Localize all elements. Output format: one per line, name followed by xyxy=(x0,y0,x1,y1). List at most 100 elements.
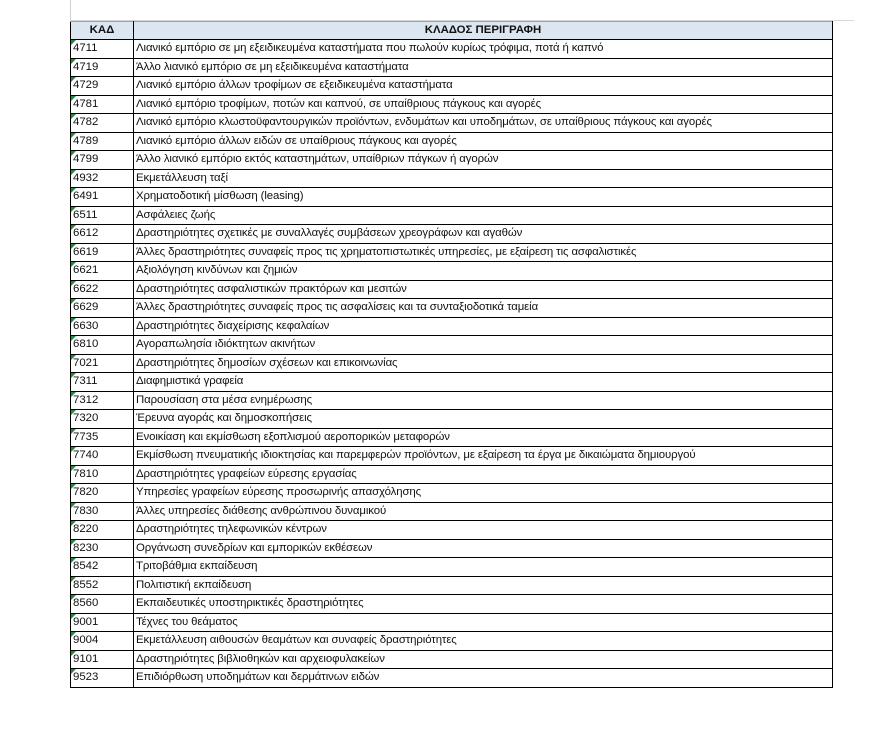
description-cell[interactable]: Δραστηριότητες διαχείρισης κεφαλαίων xyxy=(133,316,833,336)
kad-code-cell[interactable]: 4781 xyxy=(70,94,134,114)
table-row: 4789 Λιανικό εμπόριο άλλων ειδών σε υπαίθ… xyxy=(70,131,833,151)
kad-code-cell[interactable]: 6491 xyxy=(70,187,134,207)
kad-code-cell[interactable]: 7735 xyxy=(70,427,134,447)
kad-code-cell[interactable]: 7810 xyxy=(70,464,134,484)
kad-code-cell[interactable]: 7820 xyxy=(70,483,134,503)
table-row: 7740 Εκμίσθωση πνευματικής ιδιοκτησίας κα… xyxy=(70,446,833,466)
description-cell[interactable]: Οργάνωση συνεδρίων και εμπορικών εκθέσεω… xyxy=(133,538,833,558)
kad-code-cell[interactable]: 6622 xyxy=(70,279,134,299)
kad-code-cell[interactable]: 7830 xyxy=(70,501,134,521)
description-cell[interactable]: Επιδιόρθωση υποδημάτων και δερμάτινων ει… xyxy=(133,668,833,688)
table-row: 4781 Λιανικό εμπόριο τροφίμων, ποτών και … xyxy=(70,94,833,114)
kad-code-cell[interactable]: 8560 xyxy=(70,594,134,614)
page-margin-guide-horizontal xyxy=(70,20,854,21)
table-row: 7312 Παρουσίαση στα μέσα ενημέρωσης xyxy=(70,390,833,410)
table-row: 9101 Δραστηριότητες βιβλιοθηκών και αρχει… xyxy=(70,649,833,669)
table-row: 6491 Χρηματοδοτική μίσθωση (leasing) xyxy=(70,187,833,207)
kad-table: ΚΑΔ ΚΛΑΔΟΣ ΠΕΡΙΓΡΑΦΗ 4711 Λιανικό εμπόριο… xyxy=(70,21,833,688)
table-row: 7311 Διαφημιστικά γραφεία xyxy=(70,372,833,392)
description-cell[interactable]: Άλλο λιανικό εμπόριο εκτός καταστημάτων,… xyxy=(133,150,833,170)
table-row: 6622 Δραστηριότητες ασφαλιστικών πρακτόρω… xyxy=(70,279,833,299)
kad-code-cell[interactable]: 8552 xyxy=(70,575,134,595)
kad-code-cell[interactable]: 6511 xyxy=(70,205,134,225)
table-row: 6629 Άλλες δραστηριότητες συναφείς προς τ… xyxy=(70,298,833,318)
table-row: 4719 Άλλο λιανικό εμπόριο σε μη εξειδικευ… xyxy=(70,57,833,77)
kad-code-cell[interactable]: 4789 xyxy=(70,131,134,151)
kad-code-cell[interactable]: 4719 xyxy=(70,57,134,77)
kad-code-cell[interactable]: 4711 xyxy=(70,39,134,59)
kad-code-cell[interactable]: 9523 xyxy=(70,668,134,688)
description-cell[interactable]: Δραστηριότητες γραφείων εύρεσης εργασίας xyxy=(133,464,833,484)
description-cell[interactable]: Εκμετάλλευση ταξί xyxy=(133,168,833,188)
table-row: 6621 Αξιολόγηση κινδύνων και ζημιών xyxy=(70,261,833,281)
table-row: 6630 Δραστηριότητες διαχείρισης κεφαλαίων xyxy=(70,316,833,336)
table-row: 7320 Έρευνα αγοράς και δημοσκοπήσεις xyxy=(70,409,833,429)
kad-code-cell[interactable]: 6810 xyxy=(70,335,134,355)
table-row: 4932 Εκμετάλλευση ταξί xyxy=(70,168,833,188)
kad-code-cell[interactable]: 6619 xyxy=(70,242,134,262)
description-cell[interactable]: Εκμετάλλευση αιθουσών θεαμάτων και συναφ… xyxy=(133,631,833,651)
kad-code-cell[interactable]: 8230 xyxy=(70,538,134,558)
description-cell[interactable]: Λιανικό εμπόριο σε μη εξειδικευμένα κατα… xyxy=(133,39,833,59)
description-cell[interactable]: Τέχνες του θεάματος xyxy=(133,612,833,632)
kad-code-cell[interactable]: 9004 xyxy=(70,631,134,651)
kad-code-cell[interactable]: 7740 xyxy=(70,446,134,466)
description-cell[interactable]: Άλλο λιανικό εμπόριο σε μη εξειδικευμένα… xyxy=(133,57,833,77)
table-row: 7820 Υπηρεσίες γραφείων εύρεσης προσωρινή… xyxy=(70,483,833,503)
description-cell[interactable]: Λιανικό εμπόριο άλλων τροφίμων σε εξειδι… xyxy=(133,76,833,96)
kad-code-cell[interactable]: 6630 xyxy=(70,316,134,336)
description-cell[interactable]: Έρευνα αγοράς και δημοσκοπήσεις xyxy=(133,409,833,429)
kad-code-cell[interactable]: 4799 xyxy=(70,150,134,170)
table-row: 4799 Άλλο λιανικό εμπόριο εκτός καταστημά… xyxy=(70,150,833,170)
kad-code-cell[interactable]: 4729 xyxy=(70,76,134,96)
table-row: 6511 Ασφάλειες ζωής xyxy=(70,205,833,225)
kad-code-cell[interactable]: 6621 xyxy=(70,261,134,281)
kad-code-cell[interactable]: 9101 xyxy=(70,649,134,669)
kad-code-cell[interactable]: 4932 xyxy=(70,168,134,188)
description-cell[interactable]: Άλλες δραστηριότητες συναφείς προς τις χ… xyxy=(133,242,833,262)
kad-code-cell[interactable]: 7311 xyxy=(70,372,134,392)
table-row: 8230 Οργάνωση συνεδρίων και εμπορικών εκθ… xyxy=(70,538,833,558)
description-cell[interactable]: Δραστηριότητες βιβλιοθηκών και αρχειοφυλ… xyxy=(133,649,833,669)
description-cell[interactable]: Τριτοβάθμια εκπαίδευση xyxy=(133,557,833,577)
table-row: 4729 Λιανικό εμπόριο άλλων τροφίμων σε εξ… xyxy=(70,76,833,96)
description-cell[interactable]: Παρουσίαση στα μέσα ενημέρωσης xyxy=(133,390,833,410)
kad-code-cell[interactable]: 4782 xyxy=(70,113,134,133)
kad-code-cell[interactable]: 6612 xyxy=(70,224,134,244)
description-cell[interactable]: Αξιολόγηση κινδύνων και ζημιών xyxy=(133,261,833,281)
kad-code-cell[interactable]: 7312 xyxy=(70,390,134,410)
description-cell[interactable]: Άλλες δραστηριότητες συναφείς προς τις α… xyxy=(133,298,833,318)
kad-code-cell[interactable]: 8220 xyxy=(70,520,134,540)
header-kad: ΚΑΔ xyxy=(70,21,134,40)
description-cell[interactable]: Διαφημιστικά γραφεία xyxy=(133,372,833,392)
table-row: 8560 Εκπαιδευτικές υποστηρικτικές δραστηρ… xyxy=(70,594,833,614)
description-cell[interactable]: Πολιτιστική εκπαίδευση xyxy=(133,575,833,595)
description-cell[interactable]: Ενοικίαση και εκμίσθωση εξοπλισμού αεροπ… xyxy=(133,427,833,447)
table-row: 4782 Λιανικό εμπόριο κλωστοϋφαντουργικών … xyxy=(70,113,833,133)
description-cell[interactable]: Υπηρεσίες γραφείων εύρεσης προσωρινής απ… xyxy=(133,483,833,503)
table-row: 7810 Δραστηριότητες γραφείων εύρεσης εργα… xyxy=(70,464,833,484)
table-row: 4711 Λιανικό εμπόριο σε μη εξειδικευμένα … xyxy=(70,39,833,59)
description-cell[interactable]: Άλλες υπηρεσίες διάθεσης ανθρώπινου δυνα… xyxy=(133,501,833,521)
description-cell[interactable]: Χρηματοδοτική μίσθωση (leasing) xyxy=(133,187,833,207)
kad-code-cell[interactable]: 7320 xyxy=(70,409,134,429)
table-row: 6810 Αγοραπωλησία ιδιόκτητων ακινήτων xyxy=(70,335,833,355)
description-cell[interactable]: Λιανικό εμπόριο άλλων ειδών σε υπαίθριου… xyxy=(133,131,833,151)
description-cell[interactable]: Δραστηριότητες ασφαλιστικών πρακτόρων κα… xyxy=(133,279,833,299)
table-body: 4711 Λιανικό εμπόριο σε μη εξειδικευμένα … xyxy=(70,39,833,688)
description-cell[interactable]: Αγοραπωλησία ιδιόκτητων ακινήτων xyxy=(133,335,833,355)
description-cell[interactable]: Ασφάλειες ζωής xyxy=(133,205,833,225)
kad-code-cell[interactable]: 7021 xyxy=(70,353,134,373)
page-margin-guide-vertical xyxy=(70,0,71,20)
description-cell[interactable]: Δραστηριότητες δημοσίων σχέσεων και επικ… xyxy=(133,353,833,373)
description-cell[interactable]: Λιανικό εμπόριο κλωστοϋφαντουργικών προϊ… xyxy=(133,113,833,133)
description-cell[interactable]: Εκμίσθωση πνευματικής ιδιοκτησίας και πα… xyxy=(133,446,833,466)
kad-code-cell[interactable]: 6629 xyxy=(70,298,134,318)
table-row: 9004 Εκμετάλλευση αιθουσών θεαμάτων και σ… xyxy=(70,631,833,651)
description-cell[interactable]: Δραστηριότητες σχετικές με συναλλαγές συ… xyxy=(133,224,833,244)
description-cell[interactable]: Εκπαιδευτικές υποστηρικτικές δραστηριότη… xyxy=(133,594,833,614)
kad-code-cell[interactable]: 8542 xyxy=(70,557,134,577)
kad-code-cell[interactable]: 9001 xyxy=(70,612,134,632)
description-cell[interactable]: Δραστηριότητες τηλεφωνικών κέντρων xyxy=(133,520,833,540)
description-cell[interactable]: Λιανικό εμπόριο τροφίμων, ποτών και καπν… xyxy=(133,94,833,114)
